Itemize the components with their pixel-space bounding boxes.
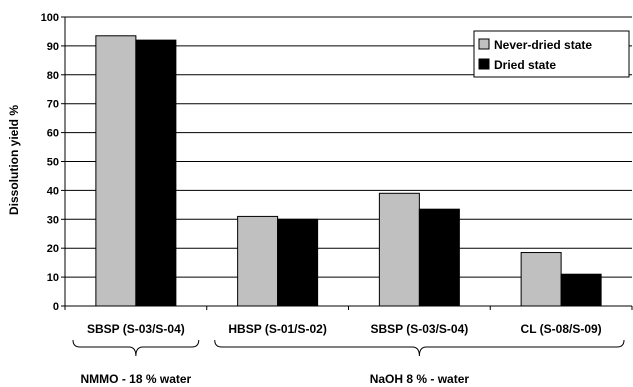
group-brace: [72, 339, 200, 357]
bar-never-dried: [378, 192, 420, 307]
axes: [61, 16, 633, 310]
y-tick-label: 30: [47, 214, 59, 226]
legend-box: [473, 30, 630, 78]
bar-never-dried: [95, 35, 137, 307]
y-tick-label: 60: [47, 128, 59, 140]
category-label: HBSP (S-01/S-02): [228, 322, 326, 336]
y-tick-label: 90: [47, 41, 59, 53]
y-tick-label: 10: [47, 272, 59, 284]
bar-dried: [135, 39, 177, 307]
bar-dried: [418, 208, 460, 307]
legend-label: Never-dried state: [494, 38, 592, 52]
group-braces: NMMO - 18 % water NaOH 8 % - water: [72, 339, 625, 386]
bar-dried: [277, 218, 319, 307]
y-tick-labels: 0 10 20 30 40 50 60 70 80 90 100: [41, 12, 59, 313]
legend: Never-dried state Dried state: [473, 30, 630, 78]
y-tick-label: 70: [47, 99, 59, 111]
category-labels: SBSP (S-03/S-04) HBSP (S-01/S-02) SBSP (S-…: [87, 322, 602, 336]
y-axis-title: Dissolution yield %: [7, 105, 21, 215]
group-label: NMMO - 18 % water: [81, 372, 192, 386]
group-label: NaOH 8 % - water: [370, 372, 470, 386]
y-tick-label: 40: [47, 185, 59, 197]
bar-never-dried: [237, 215, 279, 307]
legend-label: Dried state: [494, 58, 556, 72]
group-brace: [214, 339, 625, 357]
bar-dried: [560, 273, 602, 307]
y-tick-label: 20: [47, 243, 59, 255]
category-label: SBSP (S-03/S-04): [87, 322, 185, 336]
y-tick-label: 80: [47, 70, 59, 82]
y-tick-label: 50: [47, 157, 59, 169]
legend-swatch: [478, 38, 490, 50]
legend-swatch: [478, 58, 490, 70]
y-tick-label: 0: [53, 301, 59, 313]
bar-never-dried: [520, 252, 562, 307]
category-label: SBSP (S-03/S-04): [370, 322, 468, 336]
y-tick-label: 100: [41, 12, 59, 24]
category-label: CL (S-08/S-09): [521, 322, 602, 336]
